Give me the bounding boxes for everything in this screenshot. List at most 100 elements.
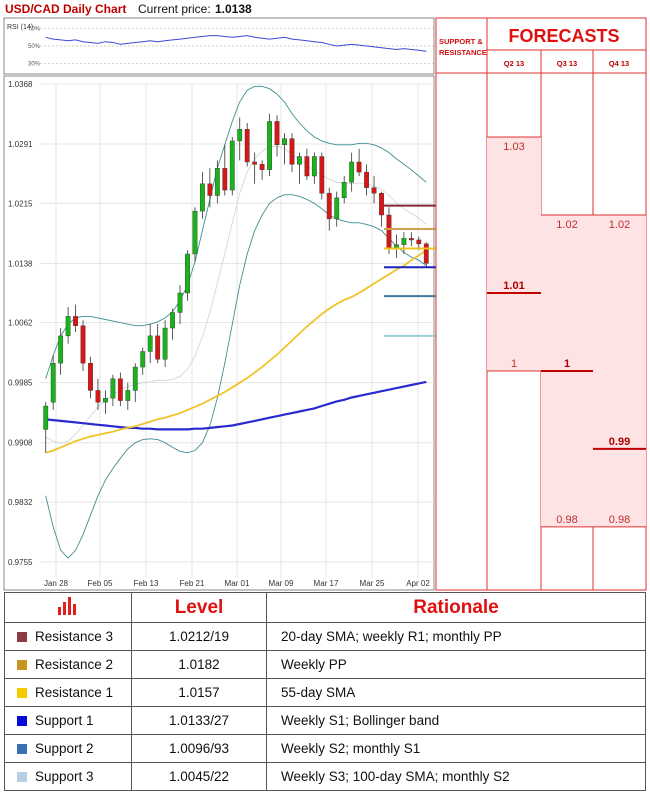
candle — [379, 191, 384, 227]
rsi-line — [45, 35, 427, 52]
candle-body — [95, 390, 101, 403]
candle — [304, 148, 310, 180]
candle-body — [125, 390, 131, 401]
candle — [65, 307, 71, 344]
candle — [177, 285, 183, 325]
candle — [252, 152, 258, 184]
level-value: 1.0212/19 — [131, 622, 267, 651]
bollinger-mid-line — [45, 145, 427, 444]
candle-body — [192, 210, 198, 255]
rsi-tick-label: 50% — [28, 44, 41, 50]
level-value: 1.0096/93 — [131, 734, 267, 763]
bollinger-lower-line — [45, 194, 427, 559]
sma100-line — [45, 380, 427, 431]
candle — [364, 164, 369, 196]
table-logo-cell — [4, 592, 132, 623]
y-tick-label: 1.0215 — [8, 199, 33, 208]
candle-body — [341, 182, 347, 199]
candle-body — [117, 378, 123, 401]
level-value: 1.0182 — [131, 650, 267, 679]
chart-area: USD/CAD Daily Chart Current price: 1.013… — [3, 2, 647, 591]
candle — [50, 355, 56, 410]
y-tick-label: 1.0291 — [8, 140, 33, 149]
candle — [170, 308, 175, 340]
table-row: Resistance 3 1.0212/19 20-day SMA; weekly … — [4, 622, 646, 651]
candle — [80, 320, 86, 371]
candle-body — [58, 335, 64, 364]
x-tick-label: Feb 13 — [134, 579, 159, 588]
candle — [110, 374, 116, 407]
y-tick-label: 0.9985 — [8, 379, 33, 388]
candle — [282, 133, 287, 165]
level-value: 1.0045/22 — [131, 762, 267, 791]
level-name: Support 2 — [35, 741, 94, 756]
candle-body — [65, 316, 71, 337]
candle — [408, 232, 414, 247]
x-tick-label: Feb 21 — [180, 579, 205, 588]
rsi-panel — [3, 17, 435, 75]
level-name-cell: Resistance 1 — [4, 678, 132, 707]
candle-body — [50, 362, 56, 403]
table-row: Support 1 1.0133/27 Weekly S1; Bollinger b… — [4, 706, 646, 735]
color-swatch — [17, 771, 27, 782]
candle-body — [282, 138, 287, 146]
level-value: 1.0157 — [131, 678, 267, 707]
candle — [162, 320, 168, 368]
candle-body — [170, 312, 175, 329]
candle-body — [304, 156, 310, 177]
candle-body — [371, 187, 377, 194]
rationale-header: Rationale — [266, 592, 646, 623]
candle-body — [207, 183, 213, 196]
candle-body — [140, 351, 146, 368]
level-rationale: 20-day SMA; weekly R1; monthly PP — [266, 622, 646, 651]
candle-body — [43, 405, 49, 430]
level-rationale: Weekly S2; monthly S1 — [266, 734, 646, 763]
candle-body — [379, 192, 384, 216]
candle-body — [364, 171, 369, 188]
y-tick-label: 0.9755 — [8, 558, 33, 567]
color-swatch — [17, 631, 27, 642]
candle-body — [326, 192, 332, 220]
candle — [192, 207, 198, 262]
forecast-high-label: 1.02 — [556, 219, 577, 231]
candle — [319, 152, 325, 200]
x-tick-label: Jan 28 — [44, 579, 69, 588]
candle — [88, 356, 93, 399]
candle — [371, 176, 377, 204]
color-swatch — [17, 687, 27, 698]
candle — [103, 390, 108, 414]
candle — [155, 324, 161, 364]
forecast-mid-label: 1.01 — [503, 280, 524, 292]
sr-title: SUPPORT & RESISTANCE — [439, 37, 487, 57]
candle — [311, 152, 317, 184]
candle-body — [349, 161, 355, 183]
candle — [200, 172, 205, 219]
candle — [58, 328, 64, 375]
candle-body — [297, 156, 302, 165]
candle-body — [244, 129, 250, 163]
candle-body — [73, 316, 78, 326]
candle — [237, 117, 243, 161]
candle-body — [356, 161, 362, 173]
candle — [341, 176, 347, 204]
chart-title: USD/CAD Daily Chart — [5, 2, 126, 16]
color-swatch — [17, 715, 27, 726]
y-tick-label: 0.9908 — [8, 439, 33, 448]
candle-body — [132, 366, 138, 391]
candle-body — [319, 156, 325, 194]
level-name: Support 1 — [35, 713, 94, 728]
candle-body — [423, 243, 429, 264]
price-value: 1.0138 — [215, 2, 252, 16]
candle — [214, 160, 220, 204]
candle — [349, 152, 355, 192]
bollinger-upper-line — [45, 85, 427, 379]
candle-body — [200, 183, 205, 212]
candle-body — [155, 335, 161, 360]
candle — [132, 363, 138, 403]
forecast-low-label: 0.98 — [609, 514, 630, 526]
rsi-label: RSI (14) — [7, 24, 33, 31]
forecast-mid-label: 1 — [564, 358, 570, 370]
forecast-low-label: 1 — [511, 358, 517, 370]
rsi-tick-label: 70% — [28, 27, 41, 33]
candle — [185, 250, 190, 301]
